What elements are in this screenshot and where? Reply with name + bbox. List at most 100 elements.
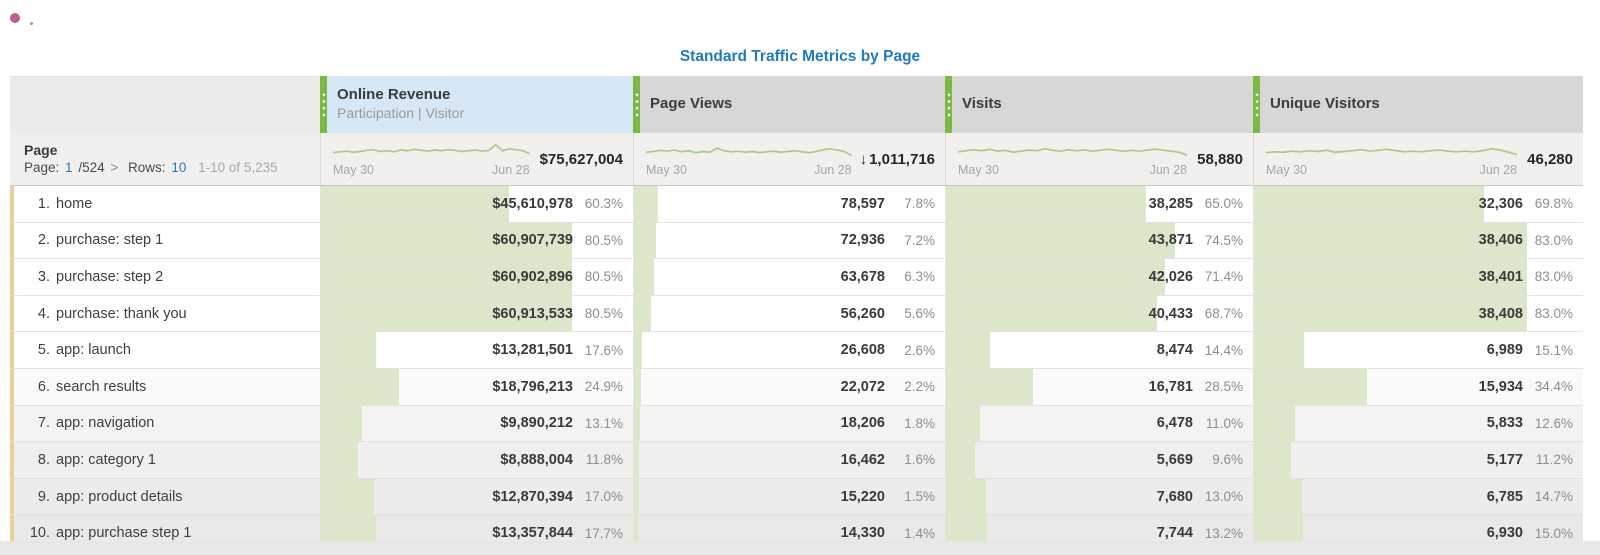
- metric-cell-unique-visitors: 5,833 12.6%: [1253, 405, 1583, 442]
- metric-cell-unique-visitors: 38,406 83.0%: [1253, 222, 1583, 259]
- metric-cell-visits: 8,474 14.4%: [945, 332, 1253, 368]
- page-name-link[interactable]: app: purchase step 1: [56, 525, 192, 542]
- metric-value: 6,989: [1486, 342, 1523, 359]
- metric-cell-visits: 16,781 28.5%: [945, 368, 1253, 405]
- participation-bar: [1254, 442, 1291, 478]
- page-name-link[interactable]: app: category 1: [56, 451, 156, 468]
- participation-bar: [1254, 295, 1528, 332]
- metric-value: 6,785: [1486, 488, 1523, 505]
- metric-cell-online-revenue: $60,913,533 80.5%: [320, 295, 633, 332]
- participation-bar: [321, 442, 358, 478]
- metric-value: 14,330: [840, 525, 885, 542]
- column-drag-handle-icon[interactable]: [320, 76, 327, 133]
- participation-bar: [946, 295, 1157, 332]
- participation-bar: [1254, 405, 1296, 442]
- column-header-page-views[interactable]: Page Views: [633, 76, 945, 133]
- current-page-link[interactable]: 1: [65, 160, 73, 176]
- report-title[interactable]: Standard Traffic Metrics by Page: [679, 48, 921, 65]
- sparkline-chart: May 30 Jun 28: [333, 142, 538, 177]
- date-end: Jun 28: [492, 162, 530, 177]
- metric-value: 5,833: [1486, 415, 1523, 432]
- date-start: May 30: [1266, 162, 1307, 177]
- row-rank: 4.: [37, 305, 50, 322]
- table-row[interactable]: 8. app: category 1 $8,888,004 11.8% 16,4…: [10, 441, 1583, 478]
- metric-value: $13,357,844: [492, 525, 573, 542]
- column-header-online-revenue[interactable]: Online Revenue Participation | Visitor: [320, 76, 633, 133]
- table-row[interactable]: 6. search results $18,796,213 24.9% 22,0…: [10, 367, 1583, 405]
- page-name-cell: 5. app: launch: [10, 332, 320, 368]
- metric-value: 6,478: [1156, 415, 1193, 432]
- table-row[interactable]: 7. app: navigation $9,890,212 13.1% 18,2…: [10, 404, 1583, 442]
- cursor-speck: [30, 22, 33, 25]
- metric-value: 18,206: [840, 415, 885, 432]
- column-label: Visits: [962, 95, 1002, 113]
- table-row[interactable]: 2. purchase: step 1 $60,907,739 80.5% 72…: [10, 221, 1583, 259]
- metric-percent: 11.8%: [585, 452, 623, 468]
- table-row[interactable]: 5. app: launch $13,281,501 17.6% 26,608 …: [10, 331, 1583, 368]
- column-drag-handle-icon[interactable]: [1253, 76, 1260, 133]
- page-name-link[interactable]: purchase: step 1: [56, 232, 164, 249]
- column-header-unique-visitors[interactable]: Unique Visitors: [1253, 76, 1583, 133]
- metric-cell-visits: 7,680 13.0%: [945, 478, 1253, 515]
- metric-value: 40,433: [1148, 305, 1193, 322]
- rows-range: 1-10 of 5,235: [198, 160, 278, 176]
- column-drag-handle-icon[interactable]: [633, 76, 640, 133]
- participation-bar: [321, 332, 376, 368]
- participation-bar: [321, 368, 399, 405]
- metric-cell-visits: 40,433 68.7%: [945, 295, 1253, 332]
- row-axis-header-cell: [10, 76, 320, 133]
- metric-percent: 69.8%: [1534, 196, 1573, 212]
- metric-value: 16,462: [840, 451, 885, 468]
- page-name-cell: 9. app: product details: [10, 479, 320, 515]
- metric-cell-unique-visitors: 6,785 14.7%: [1253, 478, 1583, 515]
- metric-value: 63,678: [840, 268, 885, 285]
- table-row[interactable]: 4. purchase: thank you $60,913,533 80.5%…: [10, 294, 1583, 332]
- table-row[interactable]: 3. purchase: step 2 $60,902,896 80.5% 63…: [10, 258, 1583, 295]
- summary-page-views: May 30 Jun 28 ↓ 1,011,716: [633, 133, 945, 185]
- metric-cell-online-revenue: $45,610,978 60.3%: [320, 186, 633, 222]
- column-header-visits[interactable]: Visits: [945, 76, 1253, 133]
- row-rank: 2.: [37, 232, 50, 249]
- page-name-link[interactable]: purchase: thank you: [56, 305, 187, 322]
- metric-cell-page-views: 78,597 7.8%: [633, 186, 945, 222]
- metric-cell-page-views: 16,462 1.6%: [633, 442, 945, 478]
- metric-percent: 2.6%: [904, 342, 935, 358]
- column-drag-handle-icon[interactable]: [945, 76, 952, 133]
- page-name-link[interactable]: app: launch: [56, 342, 131, 359]
- rows-count-link[interactable]: 10: [171, 160, 187, 176]
- next-page-chevron-icon[interactable]: >: [110, 160, 119, 176]
- participation-bar: [634, 405, 640, 442]
- metric-cell-page-views: 15,220 1.5%: [633, 478, 945, 515]
- metric-value: $60,913,533: [492, 305, 573, 322]
- page-name-cell: 4. purchase: thank you: [10, 296, 320, 332]
- page-label: Page:: [24, 160, 60, 176]
- participation-bar: [1254, 186, 1484, 222]
- date-start: May 30: [958, 162, 999, 177]
- sparkline-chart: May 30 Jun 28: [958, 142, 1195, 177]
- metric-percent: 11.2%: [1535, 452, 1573, 468]
- metric-percent: 13.2%: [1204, 525, 1243, 541]
- metric-value: 5,177: [1486, 451, 1523, 468]
- metric-value: 22,072: [840, 378, 885, 395]
- metric-percent: 17.6%: [584, 342, 623, 358]
- metric-cell-page-views: 22,072 2.2%: [633, 368, 945, 405]
- metric-value: $18,796,213: [492, 378, 573, 395]
- page-name-link[interactable]: search results: [56, 378, 147, 395]
- page-name-link[interactable]: purchase: step 2: [56, 268, 164, 285]
- page-name-link[interactable]: home: [56, 195, 93, 212]
- column-header-row: Online Revenue Participation | Visitor P…: [10, 76, 1583, 133]
- metric-cell-visits: 38,285 65.0%: [945, 186, 1253, 222]
- table-row[interactable]: 1. home $45,610,978 60.3% 78,597 7.8% 38…: [10, 186, 1583, 222]
- metric-cell-page-views: 26,608 2.6%: [633, 332, 945, 368]
- sparkline-chart: May 30 Jun 28: [1266, 142, 1525, 177]
- metric-cell-page-views: 18,206 1.8%: [633, 405, 945, 442]
- page-name-cell: 2. purchase: step 1: [10, 223, 320, 259]
- metric-percent: 6.3%: [904, 269, 935, 285]
- metric-percent: 13.1%: [584, 415, 623, 431]
- page-name-link[interactable]: app: navigation: [56, 415, 155, 432]
- page-name-link[interactable]: app: product details: [56, 488, 183, 505]
- column-label: Online Revenue: [337, 86, 451, 104]
- participation-bar: [634, 295, 652, 332]
- metric-percent: 83.0%: [1534, 232, 1573, 248]
- table-row[interactable]: 9. app: product details $12,870,394 17.0…: [10, 477, 1583, 515]
